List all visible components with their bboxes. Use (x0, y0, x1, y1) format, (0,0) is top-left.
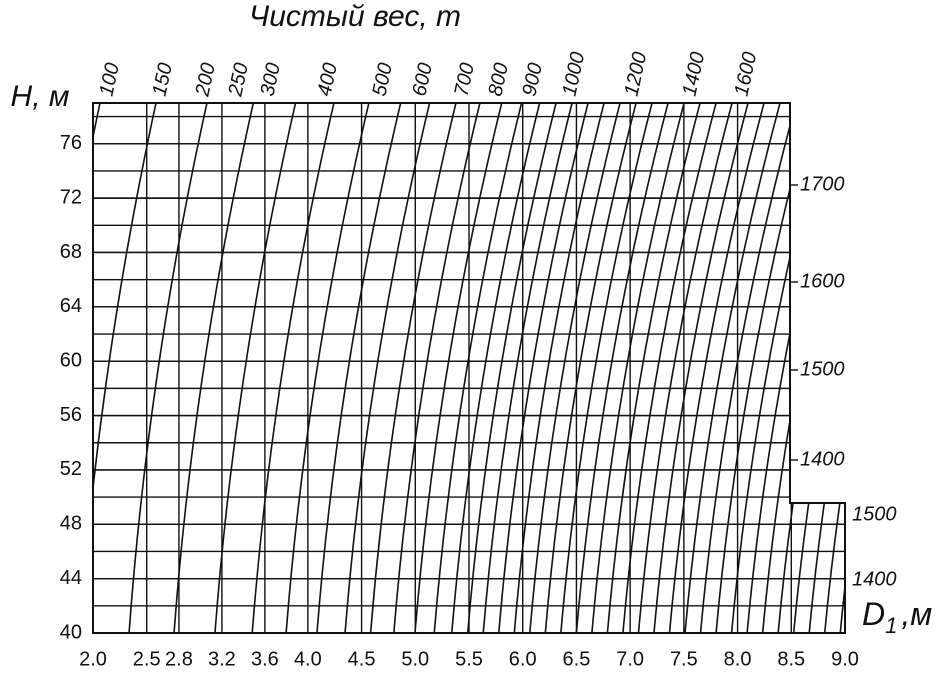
y-tick-label: 40 (60, 621, 82, 643)
weight-curve (392, 103, 481, 633)
right-label: 1400 (852, 568, 897, 590)
weight-curve (369, 103, 457, 633)
y-tick-label: 60 (60, 349, 82, 371)
top-label: 150 (149, 61, 177, 98)
right-label: 1500 (800, 358, 845, 380)
weight-curve (251, 103, 335, 633)
x-tick-label: 7.5 (670, 648, 698, 670)
weight-curve (590, 103, 685, 633)
right-label: 1700 (800, 173, 845, 195)
top-label: 400 (314, 61, 342, 98)
weight-curve (466, 103, 557, 633)
x-tick-label: 9.0 (831, 648, 859, 670)
top-label: 1200 (621, 50, 652, 98)
x-tick-label: 4.5 (348, 648, 376, 670)
weight-curve (433, 103, 523, 633)
x-tick-label: 2.5 (133, 648, 161, 670)
y-tick-label: 56 (60, 404, 82, 426)
x-tick-label: 4.0 (294, 648, 322, 670)
weight-curve (886, 103, 949, 637)
frame (92, 102, 846, 634)
top-label: 1400 (679, 50, 710, 98)
top-label: 250 (224, 61, 253, 99)
y-tick-label: 68 (60, 241, 82, 263)
weight-curve (699, 103, 797, 633)
top-label: 200 (191, 61, 220, 99)
right-label: 1500 (852, 503, 897, 525)
x-tick-label: 7.0 (616, 648, 644, 670)
x-tick-label: 6.5 (563, 648, 591, 670)
x-label-unit: ,м (901, 596, 932, 632)
y-axis-label: H, м (11, 80, 70, 113)
right-label: 1400 (800, 448, 845, 470)
top-label: 500 (369, 61, 397, 98)
x-tick-label: 3.6 (251, 648, 279, 670)
x-tick-label: 5.5 (455, 648, 483, 670)
right-label: 1600 (800, 270, 845, 292)
x-label-sub: 1 (885, 613, 897, 638)
top-label: 1600 (731, 50, 762, 98)
chart-title: Чистый вес, т (249, 0, 461, 33)
weight-curve (93, 103, 157, 633)
weight-curve (343, 103, 431, 633)
x-tick-label: 8.0 (724, 648, 752, 670)
weight-curve (683, 103, 781, 633)
weight-curve (497, 103, 589, 633)
y-tick-label: 44 (60, 567, 82, 589)
weight-curve (528, 103, 621, 633)
weight-curve (213, 103, 297, 633)
weight-curve (839, 103, 845, 633)
top-label: 1000 (559, 50, 590, 98)
top-label: 100 (96, 61, 124, 98)
weight-curve (606, 103, 701, 633)
top-label: 800 (485, 61, 513, 98)
weight-curve (621, 103, 717, 633)
top-label: 700 (451, 61, 479, 98)
x-tick-label: 6.0 (509, 648, 537, 670)
weight-curve (513, 103, 605, 633)
weight-curve (559, 103, 653, 633)
x-tick-label: 2.0 (79, 648, 107, 670)
weight-curve (315, 103, 402, 633)
curves (93, 103, 949, 637)
x-label-main: D (862, 596, 885, 632)
top-label: 300 (257, 61, 285, 98)
weight-curve (285, 103, 370, 633)
weight-curve (172, 103, 255, 633)
top-label: 600 (409, 61, 437, 98)
y-tick-label: 48 (60, 513, 82, 535)
y-tick-label: 72 (60, 186, 82, 208)
weight-curve (637, 103, 733, 633)
weight-curve (482, 103, 573, 633)
weight-curve (544, 103, 637, 633)
y-tick-label: 64 (60, 295, 82, 317)
weight-curve (652, 103, 749, 633)
x-tick-label: 8.5 (777, 648, 805, 670)
x-tick-label: 5.0 (401, 648, 429, 670)
x-tick-label: 3.2 (208, 648, 236, 670)
weight-curve (855, 103, 949, 637)
weight-curve (668, 103, 765, 633)
y-tick-label: 76 (60, 132, 82, 154)
weight-curve (871, 103, 949, 637)
weight-curve (808, 103, 845, 633)
weight-curve (575, 103, 669, 633)
weight-curve (127, 103, 208, 633)
top-label: 900 (519, 61, 547, 98)
y-tick-label: 52 (60, 458, 82, 480)
weight-curve (823, 103, 845, 633)
weight-curve (450, 103, 541, 633)
weight-curve (413, 103, 503, 633)
x-tick-label: 2.8 (165, 648, 193, 670)
x-axis-label: D1 ,м (862, 596, 932, 637)
